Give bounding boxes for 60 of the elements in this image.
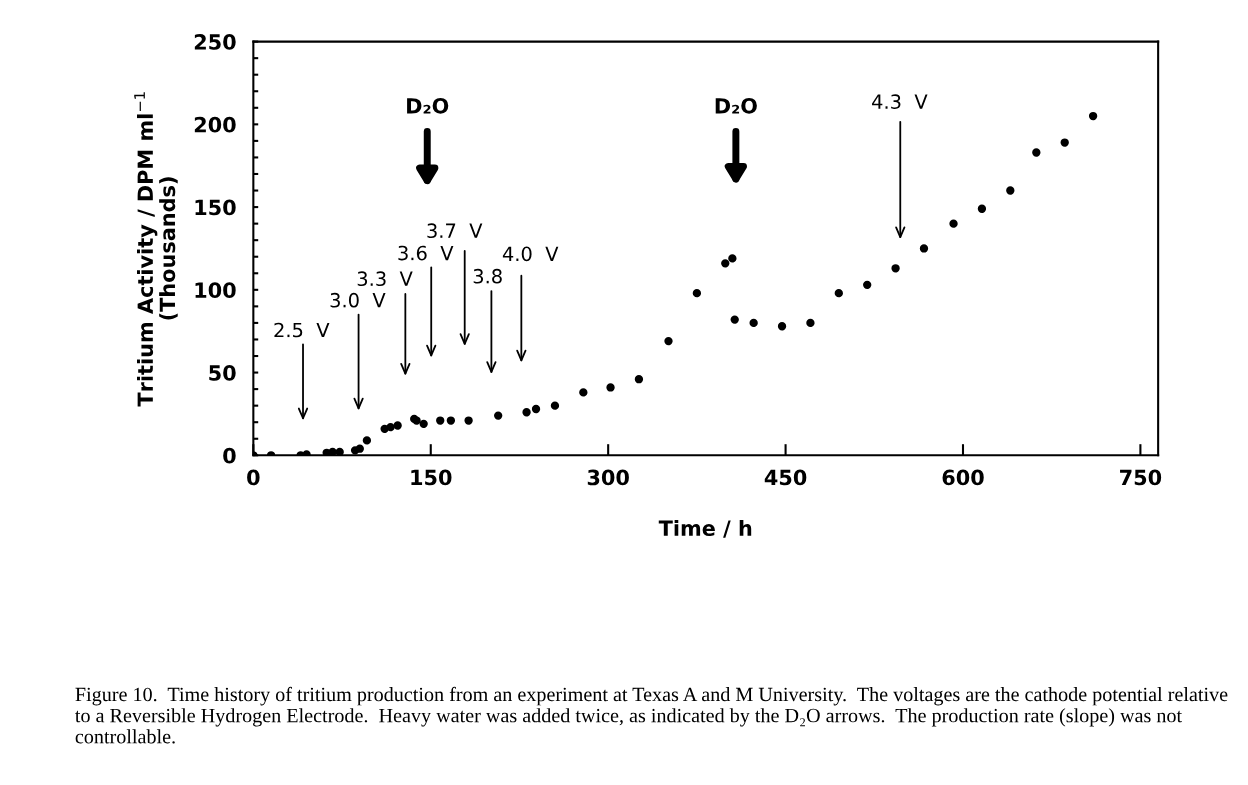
annotation: 2.5 V — [274, 322, 330, 338]
y-tick-label: 250 — [194, 34, 236, 50]
point — [730, 315, 739, 324]
point — [1032, 148, 1041, 157]
point — [977, 204, 987, 213]
point — [1060, 138, 1069, 147]
point — [464, 416, 473, 425]
x-tick-label: 0 — [247, 469, 260, 486]
point — [634, 375, 644, 384]
point — [721, 259, 730, 268]
text: Tritium Activity / DPM ml$^{−1}$ (Thousands) — [134, 92, 178, 407]
annotation: 4.3 V — [872, 94, 928, 109]
point — [328, 447, 337, 456]
annotation: 3.3 V — [357, 271, 413, 287]
point — [606, 383, 615, 392]
point — [446, 416, 456, 425]
point — [749, 318, 758, 328]
annotation: D₂O — [715, 97, 757, 114]
point — [494, 411, 503, 420]
point — [436, 416, 445, 425]
point — [335, 447, 344, 456]
point — [949, 219, 958, 228]
point — [834, 288, 843, 298]
annotation: 3.6 V — [398, 245, 454, 261]
point — [531, 404, 541, 414]
x-tick-label: 750 — [1120, 469, 1162, 486]
point — [692, 288, 702, 298]
point — [550, 401, 560, 410]
point — [664, 336, 673, 346]
y-tick-label: 200 — [194, 116, 236, 133]
point — [386, 423, 395, 432]
y-tick-label: 100 — [195, 282, 236, 299]
annotation: 3.8 — [473, 268, 502, 284]
point — [579, 388, 588, 397]
point — [362, 436, 372, 445]
annotation: 4.0 V — [502, 246, 559, 262]
x-axis-title: Time / h — [658, 519, 752, 538]
y-tick-label: 50 — [209, 365, 236, 381]
point — [419, 419, 428, 429]
y-tick-label: 150 — [195, 199, 236, 216]
point — [728, 254, 737, 263]
point — [393, 421, 402, 430]
x-tick-label: 600 — [942, 469, 984, 486]
point — [355, 444, 364, 453]
point — [919, 244, 929, 253]
annotation: 3.7 V — [427, 223, 483, 239]
point — [806, 318, 815, 328]
point — [1088, 111, 1098, 121]
x-tick-label: 450 — [764, 469, 807, 486]
point — [1006, 186, 1015, 195]
annotation: D₂O — [407, 97, 449, 114]
x-tick-label: 150 — [411, 469, 452, 486]
point — [522, 408, 531, 417]
point — [891, 264, 900, 273]
annotation: 3.0 V — [330, 292, 386, 308]
x-tick-label: 300 — [587, 469, 629, 486]
caption: Figure 10. Time history of tritium production from an experiment at Texas A and M University. The voltages are the cathode potential relative to a Reversible Hydrogen Electrode. Heavy water was added twice, as indicated by the D₂O arrows. The production rate (slope) was not controllable. — [75, 686, 1228, 744]
point — [863, 280, 872, 290]
y-tick-label: 0 — [223, 447, 236, 464]
point — [777, 322, 787, 331]
